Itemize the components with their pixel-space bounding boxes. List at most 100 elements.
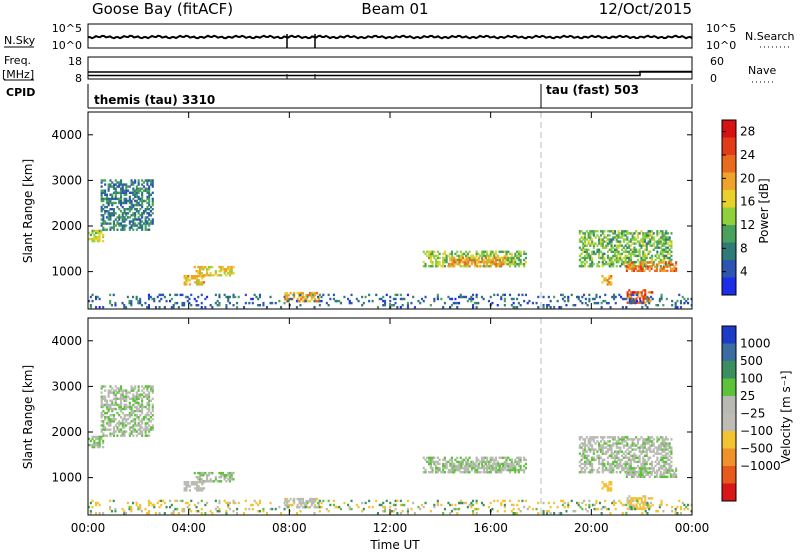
power-cell bbox=[480, 256, 483, 260]
velocity-cell bbox=[227, 478, 230, 481]
velocity-cell bbox=[96, 441, 99, 445]
power-cell bbox=[580, 256, 583, 260]
velocity-cell bbox=[496, 499, 499, 503]
power-cell bbox=[109, 216, 112, 219]
velocity-cell bbox=[149, 399, 152, 402]
power-cell bbox=[220, 270, 223, 273]
power-cell bbox=[130, 191, 133, 194]
velocity-cell bbox=[622, 452, 625, 455]
power-cell bbox=[498, 256, 501, 260]
power-cell bbox=[584, 248, 587, 251]
velocity-cell bbox=[456, 464, 459, 468]
power-cell bbox=[507, 256, 510, 260]
power-cell bbox=[148, 197, 151, 201]
velocity-cell bbox=[663, 462, 666, 466]
velocity-cell bbox=[429, 460, 432, 464]
power-cell bbox=[638, 260, 641, 264]
velocity-cell bbox=[105, 411, 108, 415]
power-cell bbox=[130, 301, 133, 305]
velocity-cell bbox=[639, 469, 642, 472]
velocity-cell bbox=[232, 510, 235, 513]
velocity-cell bbox=[647, 503, 650, 506]
velocity-cell bbox=[608, 462, 611, 466]
velocity-cell bbox=[114, 389, 117, 392]
velocity-cell bbox=[619, 458, 622, 462]
velocity-cell bbox=[141, 409, 144, 413]
power-cell bbox=[638, 250, 641, 253]
velocity-cell bbox=[472, 503, 475, 507]
velocity-cell bbox=[382, 505, 385, 509]
power-cell bbox=[497, 256, 500, 260]
velocity-cell bbox=[144, 395, 147, 398]
power-cell bbox=[683, 297, 686, 301]
velocity-cell bbox=[458, 462, 461, 466]
velocity-cell bbox=[630, 497, 633, 500]
power-cell bbox=[127, 216, 130, 219]
power-cell bbox=[626, 262, 629, 266]
power-cell bbox=[460, 258, 463, 262]
power-cell bbox=[151, 220, 154, 223]
velocity-cell bbox=[651, 460, 654, 464]
velocity-cell bbox=[91, 499, 94, 503]
velocity-cell bbox=[660, 499, 663, 503]
velocity-cell bbox=[258, 510, 261, 513]
power-cell bbox=[629, 265, 632, 268]
velocity-cell bbox=[102, 445, 105, 449]
power-cell bbox=[318, 299, 321, 303]
power-cell bbox=[134, 179, 137, 182]
velocity-cell bbox=[211, 471, 214, 475]
power-cell bbox=[626, 256, 629, 260]
power-cell bbox=[659, 246, 662, 249]
velocity-cell bbox=[125, 393, 128, 396]
velocity-cell bbox=[585, 456, 588, 459]
velocity-cell bbox=[206, 474, 209, 477]
power-cell bbox=[470, 256, 473, 260]
velocity-cell bbox=[633, 456, 636, 459]
power-cell bbox=[661, 254, 664, 258]
power-cell bbox=[91, 293, 94, 297]
power-cell bbox=[601, 240, 604, 243]
power-cell bbox=[100, 231, 103, 235]
velocity-cell bbox=[598, 471, 601, 474]
velocity-cell bbox=[503, 456, 506, 459]
velocity-cell bbox=[598, 456, 601, 459]
velocity-cell bbox=[659, 436, 662, 439]
velocity-cell bbox=[139, 409, 142, 413]
velocity-cell bbox=[214, 499, 217, 503]
power-cell bbox=[594, 230, 597, 233]
velocity-cell bbox=[109, 434, 112, 437]
power-cell bbox=[675, 261, 678, 264]
power-cell bbox=[100, 197, 103, 201]
power-cell bbox=[461, 252, 464, 256]
power-cell bbox=[636, 258, 639, 262]
colorbar-swatch bbox=[722, 466, 736, 484]
velocity-cell bbox=[463, 501, 466, 505]
power-cell bbox=[596, 230, 599, 233]
velocity-cell bbox=[598, 454, 601, 457]
velocity-cell bbox=[128, 432, 131, 435]
velocity-colorbar-tick-label: −1000 bbox=[740, 459, 781, 473]
velocity-cell bbox=[286, 502, 289, 505]
velocity-cell bbox=[514, 466, 517, 470]
power-cell bbox=[661, 267, 664, 270]
power-cell bbox=[118, 183, 121, 186]
velocity-cell bbox=[524, 499, 527, 503]
velocity-cell bbox=[499, 464, 502, 468]
velocity-cell bbox=[498, 456, 501, 459]
power-cell bbox=[134, 203, 137, 207]
power-cell bbox=[629, 232, 632, 235]
power-cell bbox=[89, 237, 92, 241]
velocity-cell bbox=[659, 464, 662, 468]
velocity-cell bbox=[659, 473, 662, 476]
colorbar-swatch bbox=[722, 155, 736, 173]
velocity-cell bbox=[151, 389, 154, 392]
velocity-cell bbox=[589, 450, 592, 453]
velocity-cell bbox=[631, 471, 634, 474]
velocity-cell bbox=[118, 414, 121, 417]
power-cell bbox=[137, 183, 140, 186]
velocity-cell bbox=[445, 466, 448, 470]
power-cell bbox=[426, 250, 429, 253]
power-cell bbox=[183, 283, 186, 286]
velocity-cell bbox=[195, 510, 198, 513]
power-cell bbox=[553, 306, 556, 309]
